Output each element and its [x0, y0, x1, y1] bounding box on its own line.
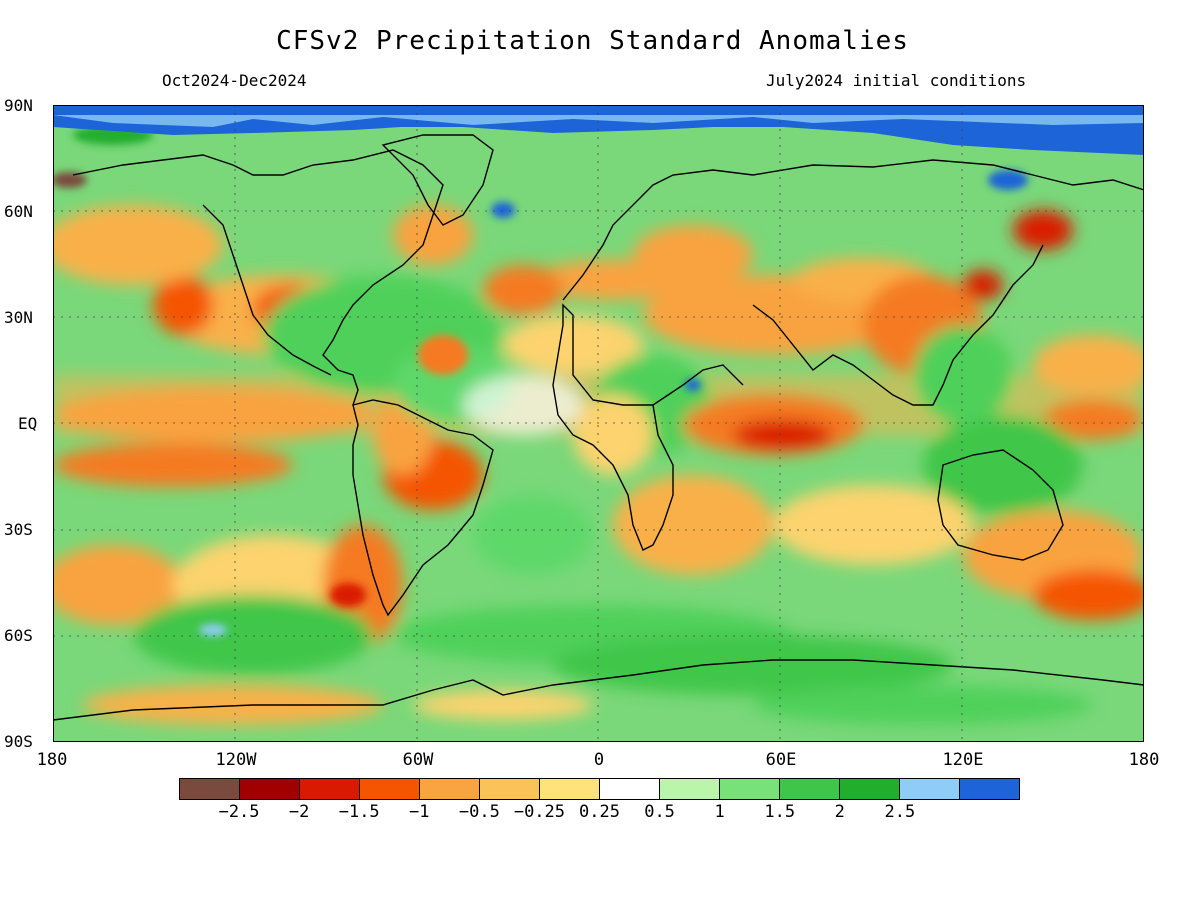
- legend-label-8: 1: [714, 802, 725, 822]
- legend-swatch-8: [659, 779, 719, 799]
- legend-label-5: −0.25: [513, 802, 566, 822]
- legend-swatch-10: [779, 779, 839, 799]
- legend-swatch-1: [239, 779, 299, 799]
- lat-label-30s: 30S: [4, 520, 33, 539]
- color-legend: [179, 778, 1020, 800]
- legend-label-4: −0.5: [458, 802, 500, 822]
- lat-label-60s: 60S: [4, 626, 33, 645]
- lat-label-eq: EQ: [18, 414, 38, 433]
- initial-conditions: July2024 initial conditions: [766, 71, 1027, 90]
- legend-swatch-0: [180, 779, 239, 799]
- legend-label-1: −2: [288, 802, 310, 822]
- legend-swatch-6: [539, 779, 599, 799]
- lat-label-90n: 90N: [4, 96, 33, 115]
- lat-label-90s: 90S: [4, 732, 33, 751]
- legend-label-3: −1: [409, 802, 430, 822]
- precipitation-anomaly-map: [53, 105, 1144, 742]
- legend-swatch-9: [719, 779, 779, 799]
- lat-label-60n: 60N: [4, 202, 33, 221]
- legend-swatch-12: [899, 779, 959, 799]
- legend-swatch-4: [419, 779, 479, 799]
- legend-label-6: 0.25: [579, 802, 620, 822]
- lon-label-120w: 120W: [215, 750, 257, 770]
- legend-label-10: 2: [834, 802, 845, 822]
- map-title: CFSv2 Precipitation Standard Anomalies: [276, 26, 909, 56]
- legend-swatch-2: [299, 779, 359, 799]
- lon-label-0: 0: [593, 750, 605, 770]
- lon-label-180e: 180: [1128, 750, 1160, 770]
- legend-swatch-3: [359, 779, 419, 799]
- lon-label-60w: 60W: [402, 750, 434, 770]
- lon-label-120e: 120E: [942, 750, 984, 770]
- legend-label-7: 0.5: [644, 802, 675, 822]
- legend-label-11: 2.5: [884, 802, 916, 822]
- lon-label-180w: 180: [36, 750, 68, 770]
- legend-label-0: −2.5: [218, 802, 260, 822]
- lat-label-30n: 30N: [4, 308, 33, 327]
- legend-swatch-7: [599, 779, 659, 799]
- forecast-period: Oct2024-Dec2024: [162, 71, 307, 90]
- legend-swatch-13: [959, 779, 1019, 799]
- legend-swatch-11: [839, 779, 899, 799]
- lon-label-60e: 60E: [765, 750, 797, 770]
- legend-swatch-5: [479, 779, 539, 799]
- legend-label-9: 1.5: [764, 802, 796, 822]
- legend-label-2: −1.5: [338, 802, 380, 822]
